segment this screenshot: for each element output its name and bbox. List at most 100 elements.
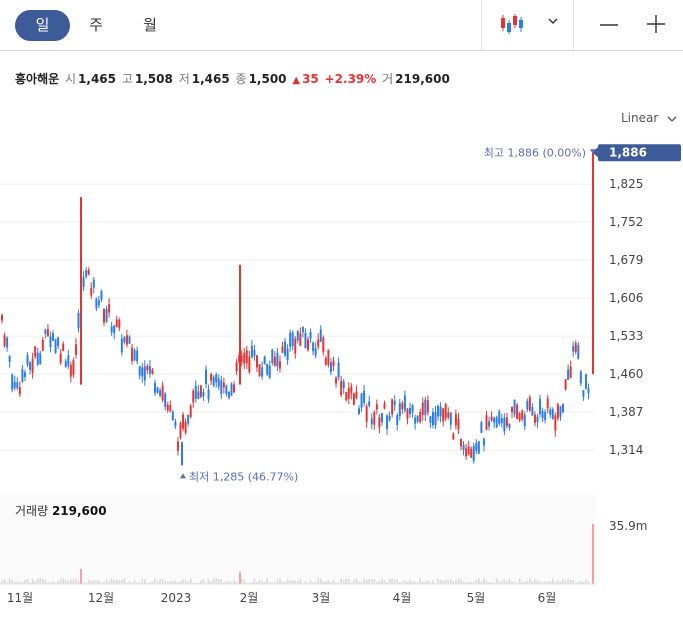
volume-bar	[495, 578, 498, 584]
volume-bar	[503, 579, 506, 584]
candle-body	[179, 422, 182, 438]
volume-bar	[217, 578, 220, 584]
volume-bar	[258, 579, 261, 584]
candle-body	[426, 400, 429, 413]
volume-bar	[95, 580, 98, 584]
candle-body	[314, 348, 317, 356]
volume-bar	[70, 579, 72, 584]
candle-body	[324, 358, 327, 365]
candle-body	[36, 352, 39, 365]
candle-body	[498, 411, 501, 424]
candle-body	[156, 387, 159, 393]
volume-bar	[215, 578, 217, 584]
volume-bar	[350, 582, 353, 584]
volume-bar	[141, 578, 144, 584]
volume-bar	[52, 581, 54, 584]
candle-body	[350, 386, 353, 394]
volume-bar	[246, 582, 248, 584]
candle-body	[90, 287, 93, 296]
candle-body	[128, 336, 131, 344]
candle-body	[386, 415, 389, 430]
candle-body	[148, 366, 151, 374]
volume-bar	[381, 578, 383, 584]
volume-bar	[368, 579, 370, 584]
volume-bar	[77, 581, 80, 584]
volume-bar	[447, 579, 450, 584]
candle-body	[169, 405, 172, 412]
volume-bar	[523, 581, 526, 584]
chevron-down-icon[interactable]	[546, 13, 560, 32]
volume-bar	[75, 578, 77, 584]
volume-bar	[6, 582, 8, 584]
candle-body	[46, 329, 49, 336]
candle-body	[523, 414, 526, 427]
candle-body	[238, 355, 241, 363]
volume-bar	[192, 582, 195, 584]
tab-month[interactable]: 월	[143, 16, 157, 34]
volume-bar	[411, 581, 414, 584]
candle-body	[74, 344, 77, 355]
zoom-out-icon[interactable]	[598, 14, 620, 40]
candle-body	[562, 404, 564, 413]
candle-body	[518, 413, 521, 421]
candle-body	[110, 326, 113, 333]
volume-bar	[574, 582, 577, 584]
volume-bar	[511, 581, 513, 584]
low-value: 1,465	[191, 72, 230, 86]
candle-body	[301, 326, 304, 333]
volume-bar	[182, 579, 184, 584]
candle-body	[294, 338, 297, 354]
volume-bar	[113, 579, 115, 584]
volume-bar	[307, 582, 309, 584]
volume-bar	[490, 582, 493, 584]
candle-body	[347, 388, 350, 399]
volume-bar	[189, 578, 192, 584]
candle-body	[437, 405, 440, 417]
candle-body	[480, 422, 483, 433]
candle-body	[182, 414, 185, 429]
min-marker: 최저 1,285 (46.77%)	[189, 470, 298, 483]
volume-bar	[24, 579, 26, 584]
tab-day[interactable]: 일	[15, 10, 70, 41]
volume-bar	[309, 580, 312, 584]
scale-selector[interactable]: Linear	[621, 111, 678, 125]
volume-bar	[427, 580, 429, 584]
candle-body	[222, 382, 225, 388]
candle-body	[424, 399, 427, 416]
volume-bar	[164, 580, 166, 584]
candle-body	[225, 385, 228, 395]
volume-bar	[261, 580, 263, 584]
volume-bar	[554, 582, 557, 584]
max-arrow-icon	[590, 149, 596, 155]
candlestick-chart-icon[interactable]	[500, 12, 526, 40]
candle-body	[184, 421, 187, 433]
volume-bar	[100, 582, 103, 584]
zoom-in-icon[interactable]	[645, 13, 667, 39]
candle-body	[21, 369, 24, 382]
candle-body	[533, 414, 536, 423]
candle-body	[39, 353, 42, 365]
candle-body	[465, 448, 468, 457]
candle-body	[416, 416, 419, 422]
volume-bar	[386, 582, 388, 584]
candle-body	[54, 339, 57, 353]
candle-body	[378, 417, 381, 428]
volume-bar	[128, 581, 131, 584]
volume-bar	[151, 581, 154, 584]
volume-bar	[279, 578, 281, 584]
candle-body	[171, 411, 174, 421]
high-label: 고	[121, 72, 133, 86]
candle-body	[505, 417, 508, 426]
candle-body	[352, 393, 355, 405]
candle-body	[258, 364, 261, 376]
candle-body	[266, 363, 269, 375]
volume-bar	[184, 579, 187, 584]
volume-spike	[80, 569, 82, 584]
volume-bar	[521, 582, 523, 584]
tab-week[interactable]: 주	[89, 16, 103, 34]
volume-bar	[179, 581, 182, 584]
volume-bar	[90, 581, 93, 584]
candle-body	[16, 382, 19, 389]
candle-body	[495, 417, 498, 428]
